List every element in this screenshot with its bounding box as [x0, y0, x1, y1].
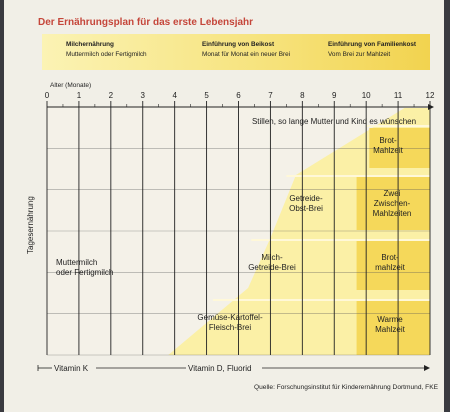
label-gemuese-brei: Gemüse-Kartoffel-Fleisch-Brei: [197, 313, 263, 332]
x-tick-label: 9: [332, 91, 337, 100]
band-brot: [356, 240, 430, 290]
label-muttermilch: Muttermilch oder Fertigmilch: [56, 258, 113, 277]
chart-title: Der Ernährungsplan für das erste Lebensj…: [38, 17, 254, 28]
label-gemuese-brei-line: Fleisch-Brei: [209, 323, 251, 332]
phase-milk: Milchernährung Muttermilch oder Fertigmi…: [66, 40, 147, 60]
label-zwischenmahlzeiten-line: Zwischen-: [374, 199, 411, 208]
vitamin-d-arrow: [424, 365, 430, 371]
label-stillen: Stillen, so lange Mutter und Kind es wün…: [252, 117, 416, 126]
phase-beikost-heading: Einführung von Beikost: [202, 41, 275, 48]
label-muttermilch-line: Muttermilch: [56, 258, 97, 267]
phase-familienkost: Einführung von Familienkost Vom Brei zur…: [328, 40, 416, 60]
x-tick-label: 2: [109, 91, 114, 100]
label-brot-mahlzeit-line: mahlzeit: [375, 263, 406, 272]
label-stillen-line: Stillen, so lange Mutter und Kind es wün…: [252, 117, 416, 126]
x-tick-label: 11: [394, 91, 403, 100]
x-tick-label: 7: [268, 91, 273, 100]
label-brotmahlzeit-top-line: Brot-: [379, 136, 397, 145]
x-tick-label: 0: [45, 91, 50, 100]
x-tick-label: 10: [362, 91, 371, 100]
beikost-area: [168, 108, 431, 355]
vitamin-d-label: Vitamin D, Fluorid: [188, 364, 252, 373]
label-zwischenmahlzeiten: Zwei Zwischen-Mahlzeiten: [373, 189, 412, 218]
x-tick-label: 3: [141, 91, 146, 100]
vitamin-k-label: Vitamin K: [54, 364, 89, 373]
phase-banner: Milchernährung Muttermilch oder Fertigmi…: [42, 34, 430, 70]
x-axis-arrow: [428, 104, 434, 110]
label-milch-brei-line: Getreide-Brei: [248, 263, 296, 272]
band-brotmahlzeit: [369, 128, 430, 168]
x-tick-label: 1: [77, 91, 82, 100]
label-zwischenmahlzeiten-line: Zwei: [384, 189, 401, 198]
label-zwischenmahlzeiten-line: Mahlzeiten: [373, 209, 412, 218]
y-axis-label: Tagesernährung: [26, 196, 35, 254]
label-warme-mahlzeit-line: Mahlzeit: [375, 325, 406, 334]
x-tick-label: 5: [204, 91, 209, 100]
phase-familienkost-heading: Einführung von Familienkost: [328, 41, 417, 48]
x-tick-label: 4: [172, 91, 177, 100]
label-getreide-brei-line: Obst-Brei: [289, 204, 323, 213]
label-gemuese-brei-line: Gemüse-Kartoffel-: [197, 313, 263, 322]
label-brotmahlzeit-top-line: Mahlzeit: [373, 146, 404, 155]
x-tick-label: 6: [236, 91, 241, 100]
label-brot-mahlzeit: Brot-mahlzeit: [375, 253, 406, 272]
label-muttermilch-line: oder Fertigmilch: [56, 268, 113, 277]
label-warme-mahlzeit: Warme Mahlzeit: [375, 315, 406, 334]
phase-milk-heading: Milchernährung: [66, 41, 114, 48]
label-getreide-brei: Getreide-Obst-Brei: [289, 194, 323, 213]
label-brotmahlzeit-top: Brot-Mahlzeit: [373, 136, 404, 155]
label-brot-mahlzeit-line: Brot-: [381, 253, 399, 262]
x-tick-label: 12: [426, 91, 435, 100]
phase-beikost: Einführung von Beikost Monat für Monat e…: [202, 40, 290, 60]
x-tick-label: 8: [300, 91, 305, 100]
phase-familienkost-text: Vom Brei zur Mahlzeit: [328, 51, 391, 58]
phase-milk-text: Muttermilch oder Fertigmilch: [66, 51, 147, 58]
label-milch-brei-line: Milch-: [261, 253, 283, 262]
label-getreide-brei-line: Getreide-: [289, 194, 323, 203]
label-warme-mahlzeit-line: Warme: [377, 315, 403, 324]
source-note: Quelle: Forschungsinstitut für Kinderern…: [254, 384, 438, 391]
phase-beikost-text: Monat für Monat ein neuer Brei: [202, 51, 291, 58]
label-milch-brei: Milch-Getreide-Brei: [248, 253, 296, 272]
x-axis-title: Alter (Monate): [50, 82, 92, 89]
